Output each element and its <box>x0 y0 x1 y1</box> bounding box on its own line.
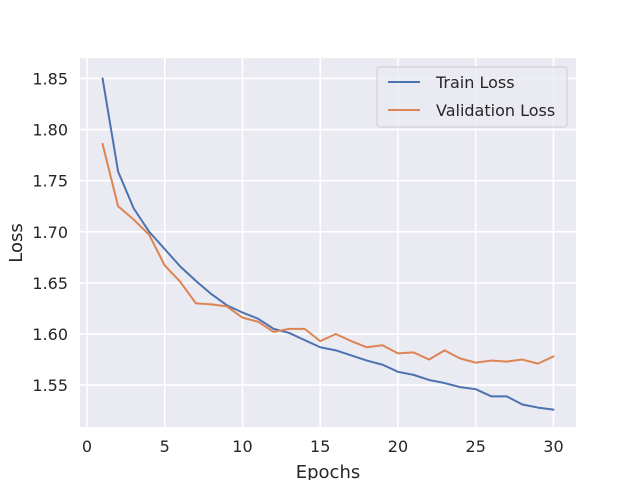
series-line-train-loss <box>101 77 555 411</box>
x-tick-label: 5 <box>160 437 170 456</box>
x-tick-label: 15 <box>310 437 330 456</box>
legend: Train Loss Validation Loss <box>376 66 568 128</box>
legend-label-validation-loss: Validation Loss <box>436 101 555 120</box>
y-tick-label: 1.55 <box>32 376 68 395</box>
x-tick-label: 25 <box>466 437 486 456</box>
legend-box <box>376 66 568 128</box>
y-tick-label: 1.70 <box>32 223 68 242</box>
y-axis-title: Loss <box>6 223 27 262</box>
x-tick-label: 30 <box>543 437 563 456</box>
grid-lines <box>80 58 576 427</box>
series-lines <box>101 77 555 411</box>
x-axis-title: Epochs <box>296 462 361 480</box>
series-line-validation-loss <box>101 142 555 365</box>
x-tick-label: 0 <box>82 437 92 456</box>
y-tick-label: 1.80 <box>32 121 68 140</box>
y-tick-label: 1.60 <box>32 325 68 344</box>
x-tick-label: 10 <box>232 437 252 456</box>
y-tick-label: 1.65 <box>32 274 68 293</box>
legend-label-train-loss: Train Loss <box>435 73 515 92</box>
y-tick-label: 1.75 <box>32 172 68 191</box>
tick-labels: 0 5 10 15 20 25 30 1.55 1.60 1.65 1.70 1.75 1.80 1.85 <box>32 69 563 456</box>
y-tick-label: 1.85 <box>32 69 68 88</box>
x-tick-label: 20 <box>388 437 408 456</box>
